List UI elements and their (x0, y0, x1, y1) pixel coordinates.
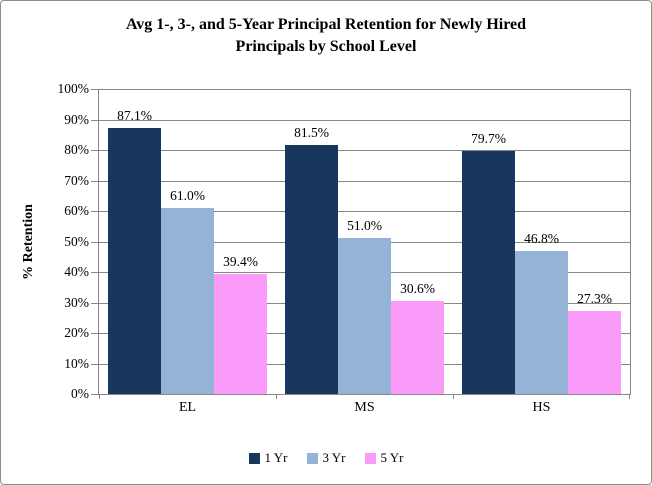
bar-value-label-hs-5-yr: 27.3% (577, 290, 612, 306)
y-tickmark-10 (91, 363, 99, 365)
barwrap-ms-1-yr: 81.5% (285, 89, 338, 394)
bar-hs-3-yr (515, 251, 568, 394)
y-tick-label-50: 50% (64, 233, 89, 249)
bar-group-el: 87.1% 61.0% 39.4% (99, 89, 276, 394)
chart-title: Avg 1-, 3-, and 5-Year Principal Retenti… (1, 14, 651, 58)
bar-hs-5-yr (568, 310, 621, 394)
barwrap-el-1-yr: 87.1% (108, 89, 161, 394)
y-tick-label-10: 10% (64, 355, 89, 371)
y-tickmark-70 (91, 180, 99, 182)
bar-value-label-ms-5-yr: 30.6% (400, 280, 435, 296)
x-tickmark-1 (276, 394, 277, 399)
bar-value-label-ms-3-yr: 51.0% (347, 218, 382, 234)
legend-label-3-yr: 3 Yr (322, 450, 346, 465)
y-tick-label-0: 0% (71, 386, 89, 401)
bar-groups: 87.1% 61.0% 39.4% 81.5% 51.0% 30.6% 79.7% 46.8%… (99, 89, 630, 394)
legend-item-3-yr: 3 Yr (306, 450, 346, 466)
y-tick-label-60: 60% (64, 203, 89, 218)
bar-ms-5-yr (391, 300, 444, 394)
barwrap-ms-5-yr: 30.6% (391, 89, 444, 394)
y-tickmark-60 (91, 211, 99, 212)
gridline-100 (99, 89, 630, 90)
bar-group-ms: 81.5% 51.0% 30.6% (276, 89, 453, 394)
y-tickmark-50 (91, 241, 99, 243)
x-tick-label-hs: HS (532, 400, 551, 415)
bar-value-label-hs-1-yr: 79.7% (471, 130, 506, 146)
bar-ms-1-yr (285, 145, 338, 394)
y-tickmark-90 (91, 119, 99, 121)
x-tickmark-3 (629, 394, 630, 399)
legend-item-5-yr: 5 Yr (364, 450, 404, 466)
bar-ms-3-yr (338, 238, 391, 394)
y-tick-label-70: 70% (64, 172, 89, 188)
bar-value-label-hs-3-yr: 46.8% (524, 231, 559, 247)
barwrap-hs-5-yr: 27.3% (568, 89, 621, 394)
legend-swatch-5-yr (364, 452, 376, 464)
bar-el-1-yr (108, 128, 161, 394)
legend-item-1-yr: 1 Yr (248, 450, 288, 466)
x-tickmark-2 (453, 394, 454, 399)
bar-hs-1-yr (462, 150, 515, 394)
y-tickmark-100 (91, 89, 99, 90)
barwrap-el-5-yr: 39.4% (214, 89, 267, 394)
bar-value-label-el-3-yr: 61.0% (170, 187, 205, 203)
y-tickmark-80 (91, 150, 99, 151)
y-tick-label-100: 100% (57, 81, 90, 96)
chart-title-line1: Avg 1-, 3-, and 5-Year Principal Retenti… (125, 16, 527, 33)
y-tickmark-0 (91, 394, 99, 395)
y-axis-title-text: % Retention (21, 204, 37, 280)
x-tickmark-0 (99, 394, 100, 399)
bar-el-3-yr (161, 207, 214, 394)
legend-swatch-3-yr (306, 452, 318, 464)
y-tick-label-90: 90% (64, 111, 89, 127)
legend-label-1-yr: 1 Yr (264, 450, 288, 465)
y-tick-label-30: 30% (64, 294, 89, 310)
x-tick-label-ms: MS (354, 400, 375, 415)
bar-value-label-ms-1-yr: 81.5% (294, 125, 329, 141)
bar-value-label-el-1-yr: 87.1% (117, 108, 152, 124)
bar-group-hs: 79.7% 46.8% 27.3% (453, 89, 630, 394)
barwrap-hs-1-yr: 79.7% (462, 89, 515, 394)
plot-area: 0% 10% 20% 30% 40% 50% 60% 70% 80% 90% 100% EL MS HS 8… (58, 81, 631, 415)
legend-swatch-1-yr (248, 452, 260, 464)
barwrap-ms-3-yr: 51.0% (338, 89, 391, 394)
y-tick-label-20: 20% (64, 325, 89, 340)
y-tick-label-40: 40% (64, 264, 89, 279)
bar-el-5-yr (214, 273, 267, 394)
legend-label-5-yr: 5 Yr (380, 450, 404, 465)
barwrap-hs-3-yr: 46.8% (515, 89, 568, 394)
y-tickmark-30 (91, 302, 99, 304)
gridline-90 (99, 119, 630, 121)
gridline-70 (99, 180, 630, 182)
x-tick-label-el: EL (178, 400, 197, 415)
y-tick-label-80: 80% (64, 142, 89, 157)
bar-value-label-el-5-yr: 39.4% (223, 253, 258, 269)
y-tickmark-40 (91, 272, 99, 273)
gridline-80 (99, 150, 630, 151)
legend: 1 Yr 3 Yr 5 Yr (1, 450, 651, 466)
y-tickmark-20 (91, 333, 99, 334)
barwrap-el-3-yr: 61.0% (161, 89, 214, 394)
gridline-60 (99, 211, 630, 212)
chart-title-line2: Principals by School Level (235, 38, 417, 55)
y-axis-title: % Retention (21, 89, 37, 395)
